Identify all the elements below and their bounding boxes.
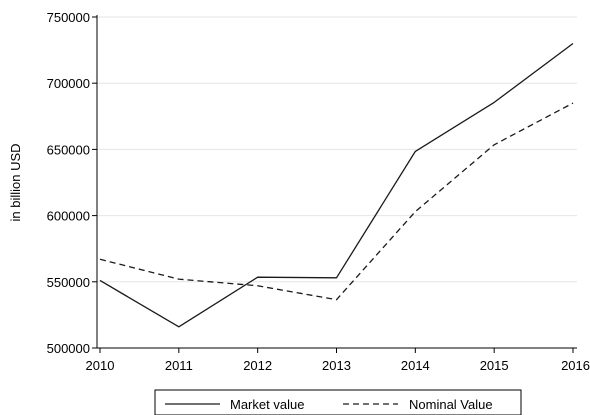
- y-tick-label: 650000: [47, 142, 90, 157]
- x-tick-label: 2016: [561, 358, 590, 373]
- y-tick-label: 500000: [47, 341, 90, 356]
- legend: Market value Nominal Value: [154, 389, 522, 415]
- y-axis-title: in billion USD: [8, 143, 23, 221]
- series-lines: [99, 42, 574, 328]
- x-tick-label: 2011: [165, 358, 193, 373]
- y-axis-ticks: 500000 550000 600000 650000 700000 750000: [47, 10, 97, 356]
- x-tick-label: 2012: [243, 358, 272, 373]
- x-tick-label: 2010: [86, 358, 115, 373]
- series-line-nominal-value: [99, 102, 574, 301]
- series-line-market-value: [99, 42, 574, 328]
- axes: [96, 15, 577, 349]
- x-axis-ticks: 2010 2011 2012 2013 2014 2015 2016: [86, 348, 590, 373]
- grid-lines: [97, 16, 577, 283]
- y-tick-label: 750000: [47, 10, 90, 25]
- y-tick-label: 600000: [47, 209, 90, 224]
- x-tick-label: 2015: [480, 358, 509, 373]
- y-tick-label: 700000: [47, 76, 90, 91]
- legend-label-nominal-value: Nominal Value: [409, 397, 493, 412]
- x-tick-label: 2014: [401, 358, 430, 373]
- x-tick-label: 2013: [322, 358, 351, 373]
- legend-label-market-value: Market value: [230, 397, 304, 412]
- y-tick-label: 550000: [47, 275, 90, 290]
- legend-box: [154, 389, 522, 415]
